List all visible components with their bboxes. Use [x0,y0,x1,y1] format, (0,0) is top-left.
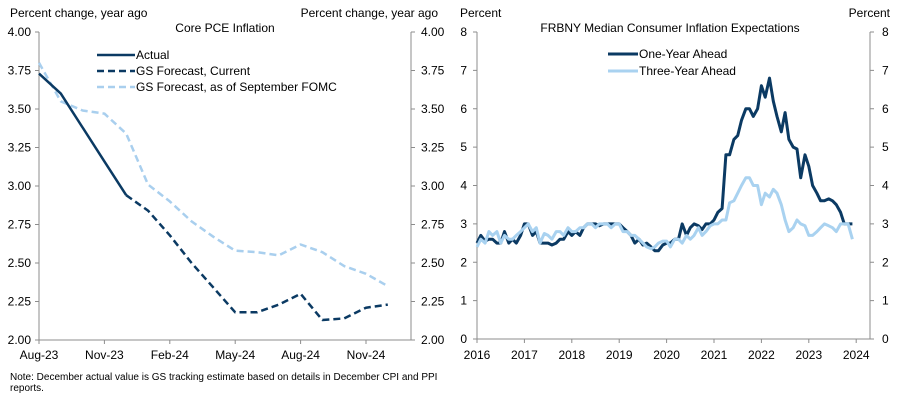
y-tick-label-right: 1 [882,294,889,308]
legend: One-Year Ahead Three-Year Ahead [608,47,736,78]
y-tick-label: 3.00 [8,179,32,193]
x-tick-label: 2018 [558,348,585,362]
y-tick-label-right: 7 [882,63,889,77]
y-tick-label-right: 6 [882,102,889,116]
legend-label: Three-Year Ahead [639,64,736,78]
y-tick-label-right: 3.25 [421,141,445,155]
series-line-three-year-ahead [475,176,854,251]
y-tick-label: 1 [460,294,467,308]
y-tick-label-right: 4.00 [421,25,445,39]
y-tick-label: 8 [460,25,467,39]
y-tick-label-right: 5 [882,140,889,154]
y-tick-label-right: 3.50 [421,102,445,116]
y-tick-label-right: 2.50 [421,256,445,270]
right-y-axis-label: Percent [849,6,891,20]
x-tick-label: 2024 [843,348,870,362]
series-line-gs-forecast-as-of-september-fomc [37,62,389,288]
x-tick-label: Nov-23 [85,348,124,362]
y-tick-label: 5 [460,140,467,154]
series-line-actual [38,72,128,196]
y-tick-label-right: 2.75 [421,218,445,232]
x-tick-label: Aug-23 [20,348,59,362]
y-tick-label-right: 3.75 [421,64,445,78]
x-tick-label: 2016 [464,348,491,362]
y-tick-label: 3 [460,217,467,231]
x-tick-label: 2017 [511,348,538,362]
y-tick-label: 7 [460,63,467,77]
legend-label: GS Forecast, as of September FOMC [136,80,337,94]
y-tick-label-right: 3.00 [421,179,445,193]
core-pce-chart: Percent change, year ago Percent change,… [8,6,445,362]
y-tick-label-right: 3 [882,217,889,231]
axes: 8 8 7 7 6 6 5 5 4 4 3 3 2 2 1 1 0 0 2016 2017 2018 2019 2020 20… [460,25,889,362]
y-tick-label: 2 [460,255,467,269]
legend-label: GS Forecast, Current [136,64,251,78]
legend-label: Actual [136,48,169,62]
legend-label: One-Year Ahead [639,47,727,61]
y-tick-label: 4.00 [8,25,32,39]
y-tick-label: 2.75 [8,218,32,232]
y-tick-label: 6 [460,102,467,116]
y-tick-label-right: 2.25 [421,295,445,309]
y-tick-label-right: 2.00 [421,333,445,347]
y-tick-label-right: 8 [882,25,889,39]
inflation-expectations-chart: Percent Percent FRBNY Median Consumer In… [460,6,891,362]
series-line-gs-forecast-current [125,194,388,322]
chart-title: FRBNY Median Consumer Inflation Expectat… [540,21,799,35]
x-tick-label: Aug-24 [281,348,320,362]
y-tick-label: 2.50 [8,256,32,270]
left-y-axis-label: Percent change, year ago [10,6,148,20]
y-tick-label-right: 4 [882,179,889,193]
x-tick-label: 2020 [653,348,680,362]
left-y-axis-label: Percent [460,6,502,20]
right-y-axis-label: Percent change, year ago [301,6,439,20]
series-lines [37,62,389,322]
x-tick-label: Nov-24 [347,348,386,362]
x-tick-label: May-24 [215,348,255,362]
axes: 4.00 4.00 3.75 3.75 3.50 3.50 3.25 3.25 3.00 3.00… [8,25,445,362]
x-tick-label: 2023 [795,348,822,362]
footnote: Note: December actual value is GS tracki… [10,372,438,394]
x-tick-label: 2022 [748,348,775,362]
chart-title: Core PCE Inflation [175,21,274,35]
y-tick-label: 3.75 [8,64,32,78]
y-tick-label: 2.25 [8,295,32,309]
series-lines [475,76,854,253]
x-tick-label: Feb-24 [151,348,189,362]
y-tick-label-right: 2 [882,255,889,269]
x-tick-label: 2019 [606,348,633,362]
y-tick-label: 4 [460,179,467,193]
y-tick-label: 2.00 [8,333,32,347]
y-tick-label: 0 [460,332,467,346]
y-tick-label: 3.50 [8,102,32,116]
legend: Actual GS Forecast, Current GS Forecast, a… [97,48,337,94]
y-tick-label: 3.25 [8,141,32,155]
x-tick-label: 2021 [701,348,728,362]
y-tick-label-right: 0 [882,332,889,346]
